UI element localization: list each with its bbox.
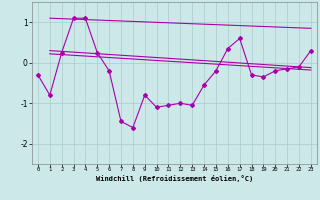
X-axis label: Windchill (Refroidissement éolien,°C): Windchill (Refroidissement éolien,°C) <box>96 175 253 182</box>
